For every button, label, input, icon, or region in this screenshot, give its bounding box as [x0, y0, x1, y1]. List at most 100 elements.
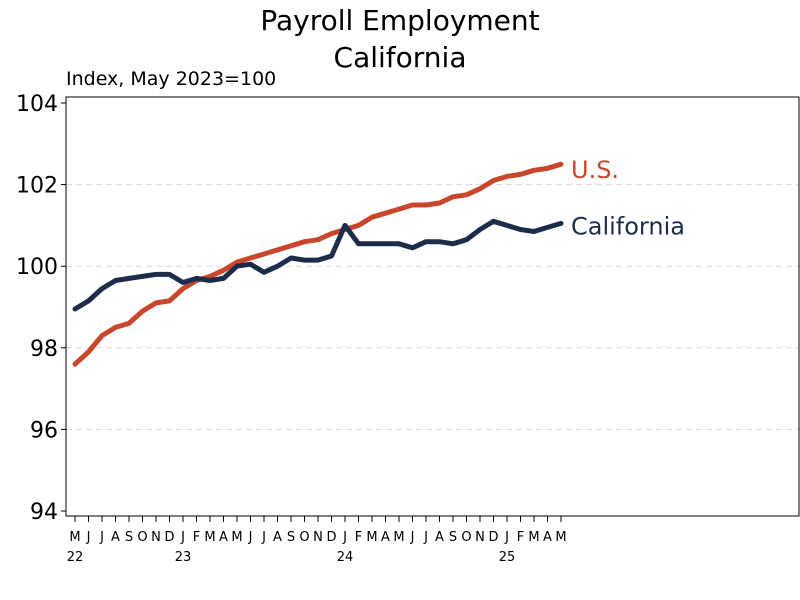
x-tick-label: S — [125, 530, 133, 545]
data-point — [168, 272, 171, 276]
y-tick-label: 94 — [30, 500, 58, 525]
x-tick-label: O — [461, 530, 471, 545]
data-point — [343, 223, 347, 227]
data-point — [141, 274, 144, 278]
data-point — [532, 168, 536, 172]
data-point — [222, 268, 225, 272]
data-point — [235, 264, 239, 268]
data-point — [519, 172, 522, 176]
y-axis-label: Index, May 2023=100 — [66, 68, 277, 90]
x-tick-label: J — [99, 530, 104, 545]
data-point — [559, 221, 563, 225]
data-point — [181, 287, 185, 291]
data-point — [73, 307, 77, 311]
data-point — [465, 238, 468, 242]
data-point — [357, 223, 360, 227]
data-point — [100, 334, 104, 338]
x-tick-label: M — [555, 530, 566, 545]
data-point — [397, 207, 401, 211]
data-point — [559, 162, 563, 166]
data-point — [208, 274, 212, 278]
data-point — [519, 227, 522, 231]
data-point — [303, 240, 306, 244]
data-point — [87, 299, 90, 303]
data-point — [262, 252, 266, 256]
x-tick-label: M — [231, 530, 242, 545]
data-point — [127, 321, 131, 325]
data-point — [168, 299, 171, 303]
x-tick-label: M — [528, 530, 539, 545]
x-tick-label: M — [204, 530, 215, 545]
data-point — [316, 238, 320, 242]
x-tick-label: J — [342, 530, 347, 545]
series-lines — [72, 161, 564, 367]
x-tick-label: A — [111, 530, 120, 545]
y-tick-label: 102 — [16, 174, 58, 199]
x-tick-label: J — [423, 530, 428, 545]
data-point — [141, 309, 144, 313]
data-point — [249, 262, 252, 266]
x-tick-label: F — [355, 530, 362, 545]
x-tick-label: N — [475, 530, 485, 545]
x-tick-label: J — [248, 530, 253, 545]
x-tick-label: M — [366, 530, 377, 545]
data-point — [384, 242, 387, 246]
data-point — [330, 254, 333, 258]
data-point — [289, 256, 293, 260]
data-point — [154, 301, 158, 305]
chart-subtitle: California — [333, 41, 467, 74]
data-point — [505, 223, 509, 227]
x-tick-label: A — [273, 530, 282, 545]
series-label-california: California — [571, 212, 685, 240]
y-tick-label: 100 — [16, 255, 58, 280]
data-point — [424, 203, 428, 207]
x-tick-label: A — [543, 530, 552, 545]
data-point — [532, 230, 536, 234]
data-point — [114, 278, 117, 282]
data-point — [546, 166, 549, 170]
data-point — [181, 281, 185, 285]
series-line-us — [72, 161, 564, 367]
x-tick-label: J — [261, 530, 266, 545]
x-tick-label: D — [488, 530, 498, 545]
data-point — [73, 362, 77, 366]
x-tick-label: O — [299, 530, 309, 545]
data-point — [492, 219, 495, 223]
plot-frame — [65, 96, 800, 517]
series-labels: U.S. California — [571, 156, 685, 240]
x-tick-label: D — [164, 530, 174, 545]
data-point — [316, 258, 320, 262]
x-year-label: 25 — [499, 550, 516, 565]
data-point — [451, 195, 455, 199]
data-point — [357, 242, 360, 246]
x-tick-label: M — [393, 530, 404, 545]
data-point — [100, 287, 104, 291]
data-point — [276, 264, 279, 268]
data-point — [411, 203, 414, 207]
x-tick-label: F — [193, 530, 200, 545]
data-point — [154, 272, 158, 276]
data-point — [478, 187, 482, 191]
y-tick-label: 96 — [30, 418, 58, 443]
data-point — [397, 242, 401, 246]
data-point — [303, 258, 306, 262]
data-point — [478, 227, 482, 231]
data-point — [546, 225, 549, 229]
data-point — [370, 215, 374, 219]
data-point — [114, 325, 117, 329]
data-point — [127, 276, 131, 280]
x-tick-label: J — [86, 530, 91, 545]
y-axis: 94 96 98 100 102 104 — [16, 92, 66, 525]
y-tick-label: 104 — [16, 92, 58, 117]
x-tick-label: O — [137, 530, 147, 545]
x-tick-label: J — [504, 530, 509, 545]
x-year-label: 22 — [67, 550, 84, 565]
x-tick-label: S — [287, 530, 295, 545]
data-point — [451, 242, 455, 246]
data-point — [505, 174, 509, 178]
data-point — [289, 244, 293, 248]
grid-lines — [66, 184, 799, 430]
data-point — [438, 240, 441, 244]
x-tick-label: S — [449, 530, 457, 545]
